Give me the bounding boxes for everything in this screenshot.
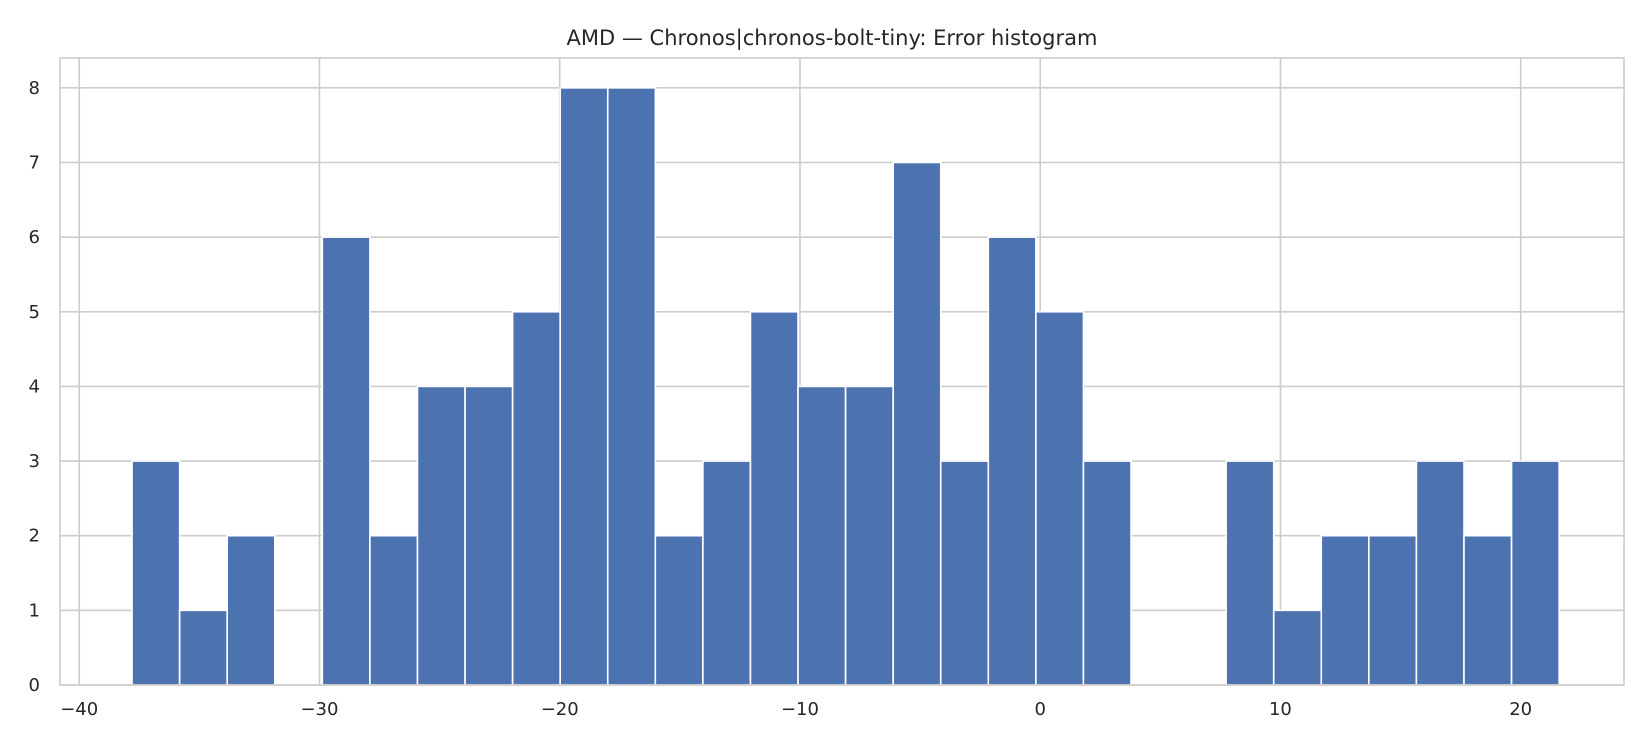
x-tick-labels: −40 −30 −20 −10 0 10 20 xyxy=(60,699,1532,720)
bars xyxy=(131,87,1560,686)
y-tick-label: 2 xyxy=(29,526,40,547)
y-tick-labels: 0 1 2 3 4 5 6 7 8 xyxy=(29,78,40,696)
histogram-bar xyxy=(416,385,466,686)
histogram-bar xyxy=(606,87,657,686)
y-tick-label: 0 xyxy=(29,675,40,696)
histogram-bar xyxy=(226,534,276,686)
histogram-bar xyxy=(1415,460,1465,686)
y-tick-label: 6 xyxy=(29,227,40,248)
y-tick-label: 5 xyxy=(29,302,40,323)
histogram-bar xyxy=(1510,460,1560,686)
histogram-bar xyxy=(321,236,371,686)
histogram-bar xyxy=(1463,534,1513,686)
x-tick-label: −10 xyxy=(781,699,819,720)
histogram-bar xyxy=(1225,460,1275,686)
histogram-bar xyxy=(987,236,1037,686)
x-tick-label: 0 xyxy=(1034,699,1045,720)
y-tick-label: 3 xyxy=(29,451,40,472)
histogram-bar xyxy=(1320,534,1370,686)
histogram-bar xyxy=(559,87,609,686)
x-tick-label: −20 xyxy=(541,699,579,720)
x-tick-label: 10 xyxy=(1269,699,1292,720)
histogram-bar xyxy=(702,460,752,686)
y-tick-label: 4 xyxy=(29,376,40,397)
histogram-bar xyxy=(1368,534,1418,686)
histogram-bar xyxy=(797,385,847,686)
histogram-bar xyxy=(749,310,799,686)
plot-frame xyxy=(59,57,1625,686)
histogram-bar xyxy=(939,460,990,686)
y-tick-label: 1 xyxy=(29,600,40,621)
histogram-bar xyxy=(464,385,514,686)
histogram-bar xyxy=(892,161,942,686)
histogram-bar xyxy=(1082,460,1132,686)
x-tick-label: −40 xyxy=(60,699,98,720)
x-tick-label: −30 xyxy=(300,699,338,720)
histogram-bar xyxy=(844,385,894,686)
x-tick-label: 20 xyxy=(1509,699,1532,720)
histogram-bar xyxy=(178,609,229,686)
y-tick-label: 8 xyxy=(29,78,40,99)
histogram-bar xyxy=(1272,609,1323,686)
chart-title: AMD — Chronos|chronos-bolt-tiny: Error h… xyxy=(567,26,1098,51)
histogram-bar xyxy=(511,310,561,686)
histogram-bar xyxy=(369,534,419,686)
histogram-bar xyxy=(131,460,181,686)
histogram-bar xyxy=(1035,310,1085,686)
histogram-bar xyxy=(654,534,704,686)
y-tick-label: 7 xyxy=(29,153,40,174)
